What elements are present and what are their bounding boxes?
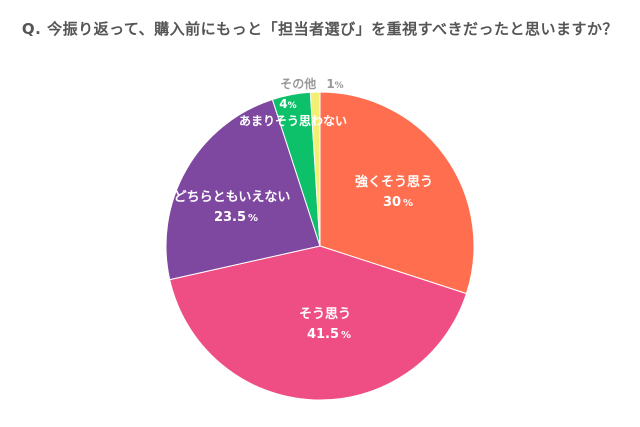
slice-value-2: 41.5% (307, 327, 351, 342)
slice-label-2: そう思う (299, 307, 351, 322)
slice-label-5: その他 1% (280, 76, 343, 91)
slice-value-1: 30% (383, 195, 413, 210)
pie-slice-1 (319, 91, 475, 295)
slice-value-3: 23.5% (214, 210, 258, 225)
slice-label-1: 強くそう思う (355, 174, 433, 190)
pie-slice-2 (169, 245, 468, 401)
pie-slice-5 (309, 91, 321, 247)
slice-value-4: 4% (279, 97, 296, 111)
slice-label-3: どちらともいえない (174, 190, 291, 205)
slice-label-4: あまりそう思わない (239, 114, 347, 128)
pie-slice-3 (165, 98, 321, 281)
chart-title: Q. 今振り返って、購入前にもっと「担当者選び」を重視すべきだったと思いますか？ (21, 20, 619, 38)
